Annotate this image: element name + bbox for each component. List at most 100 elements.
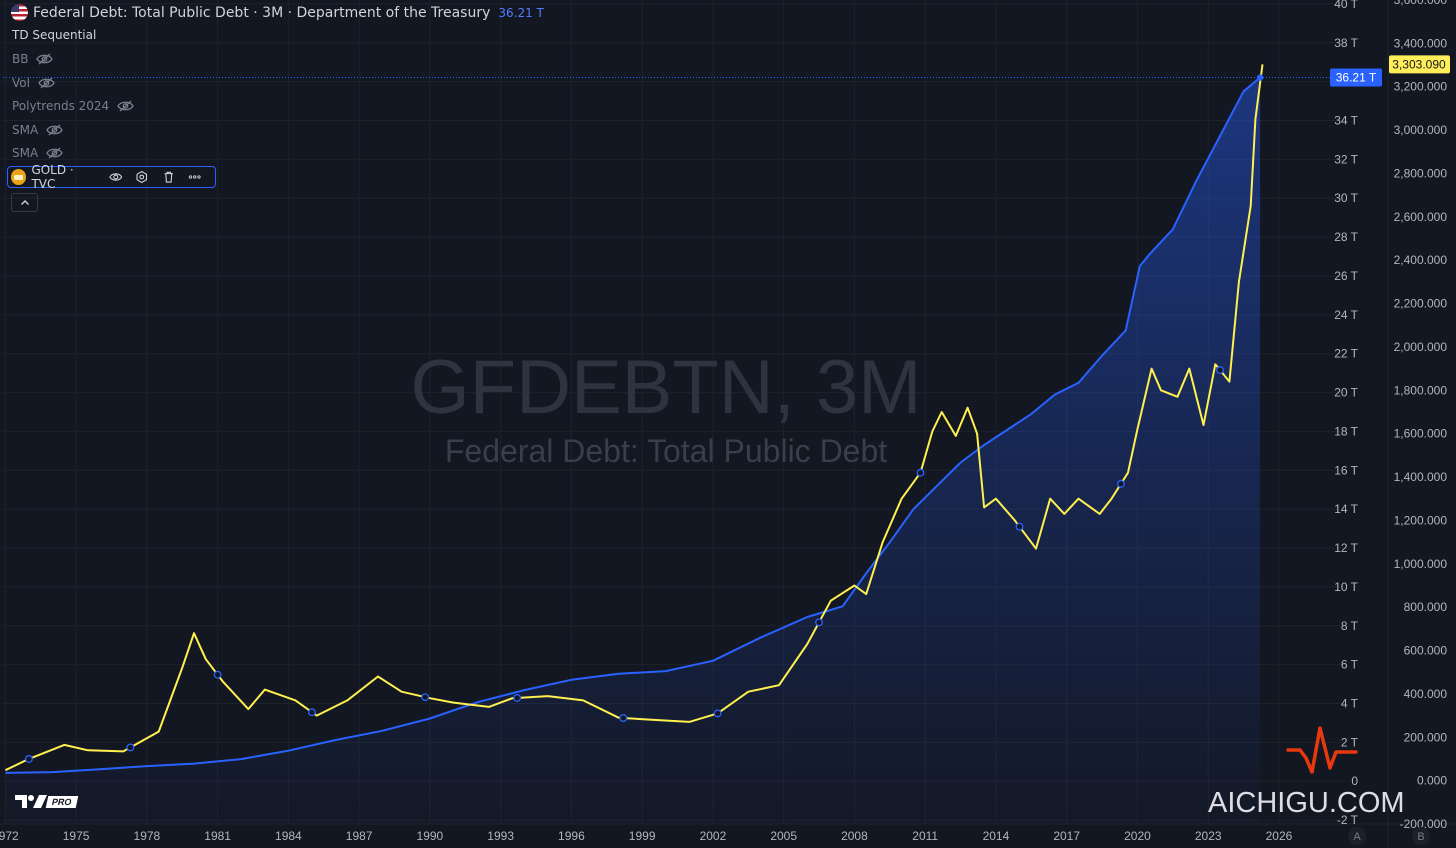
x-axis-tick-label: 2017 xyxy=(1053,829,1080,843)
indicator-label: TD Sequential xyxy=(12,28,97,42)
x-axis-tick-label: 1984 xyxy=(275,829,302,843)
collapse-legend-button[interactable] xyxy=(11,193,38,212)
indicator-sma-2[interactable]: SMA xyxy=(12,146,63,160)
left-axis-tick-label: 28 T xyxy=(1334,230,1358,244)
indicator-sma-1[interactable]: SMA xyxy=(12,123,63,137)
right-axis-tick-label: 3,200.000 xyxy=(1394,80,1448,94)
watermark-description: Federal Debt: Total Public Debt xyxy=(445,433,887,469)
td-marker-point xyxy=(815,618,823,627)
right-axis-tick-label: 2,600.000 xyxy=(1394,210,1448,224)
eye-icon[interactable] xyxy=(109,170,123,184)
right-axis-tick-label: 400.000 xyxy=(1404,687,1448,701)
left-axis-tick-label: 20 T xyxy=(1334,386,1358,400)
indicator-polytrends[interactable]: Polytrends 2024 xyxy=(12,99,134,113)
gold-price-label: 3,303.090 xyxy=(1392,57,1446,71)
gold-price-label-bg xyxy=(1389,55,1450,74)
right-axis-tick-label: 1,200.000 xyxy=(1394,513,1448,527)
right-axis-tick-label: -200.000 xyxy=(1400,817,1448,831)
tradingview-logo[interactable]: PRO xyxy=(15,794,78,809)
x-axis-tick-label: 2023 xyxy=(1195,829,1222,843)
gold-series-line[interactable] xyxy=(4,64,1264,772)
series-title: Federal Debt: Total Public Debt · 3M · D… xyxy=(33,4,491,21)
x-axis-tick-label: 2026 xyxy=(1266,829,1293,843)
td-marker-point xyxy=(126,743,135,752)
chevron-up-icon xyxy=(20,200,29,205)
trash-icon[interactable] xyxy=(162,170,176,184)
td-marker-point xyxy=(421,693,430,702)
x-axis-tick-label: 2005 xyxy=(770,829,797,843)
debt-area-fill xyxy=(5,77,1261,824)
x-axis-tick-label: 1978 xyxy=(134,829,161,843)
left-axis-tick-label: 30 T xyxy=(1334,191,1358,205)
left-axis-tick-label: 8 T xyxy=(1341,619,1359,633)
axis-button-bg[interactable] xyxy=(1348,827,1366,845)
debt-last-point xyxy=(1256,74,1264,81)
left-axis-tick-label: 16 T xyxy=(1334,463,1358,477)
right-axis-tick-label: 600.000 xyxy=(1404,644,1448,658)
left-axis-tick-label: 12 T xyxy=(1334,541,1358,555)
td-marker-point xyxy=(24,754,33,763)
td-marker-point xyxy=(713,709,722,718)
series-layer xyxy=(3,64,1330,824)
right-axis-tick-label: 800.000 xyxy=(1404,600,1448,614)
td-marker-point xyxy=(1116,479,1125,488)
x-axis-tick-label: 1993 xyxy=(487,829,514,843)
eye-hidden-icon[interactable] xyxy=(46,124,63,136)
indicator-label: SMA xyxy=(12,146,39,160)
x-axis-tick-label: 1987 xyxy=(346,829,373,843)
left-axis-tick-label: 6 T xyxy=(1341,658,1359,672)
site-watermark: AICHIGU.COM xyxy=(1208,787,1405,819)
left-axis-tick-label: 24 T xyxy=(1334,308,1358,322)
indicator-td-sequential[interactable]: TD Sequential xyxy=(12,28,96,42)
right-axis-tick-label: 1,000.000 xyxy=(1394,557,1448,571)
td-marker-point xyxy=(916,468,925,477)
indicator-label: Vol xyxy=(12,76,30,90)
debt-series-line[interactable] xyxy=(5,76,1261,774)
left-axis-tick-label: 14 T xyxy=(1334,502,1358,516)
x-axis-tick-label: 2020 xyxy=(1124,829,1151,843)
left-axis-tick-label: 0 xyxy=(1351,774,1358,788)
x-axis-tick-label: 2008 xyxy=(841,829,868,843)
debt-price-label: 36.21 T xyxy=(1336,71,1377,85)
indicator-label: BB xyxy=(12,52,29,66)
x-axis-tick-label: 1996 xyxy=(558,829,585,843)
right-axis-tick-label: 3,600.000 xyxy=(1394,0,1448,7)
eye-hidden-icon[interactable] xyxy=(46,147,63,159)
right-axis-tick-label: 200.000 xyxy=(1404,730,1448,744)
eye-hidden-icon[interactable] xyxy=(38,77,55,89)
compare-symbol-gold[interactable]: GOLD · TVC xyxy=(7,163,216,191)
right-axis-tick-label: 0.000 xyxy=(1417,774,1447,788)
eye-hidden-icon[interactable] xyxy=(36,53,54,65)
right-axis-tick-label: 3,400.000 xyxy=(1394,36,1448,50)
right-axis-tick-label: 2,000.000 xyxy=(1394,340,1448,354)
right-axis-tick-label: 1,600.000 xyxy=(1394,427,1448,441)
pro-badge: PRO xyxy=(45,795,78,808)
series-title-row[interactable]: Federal Debt: Total Public Debt · 3M · D… xyxy=(11,4,544,21)
indicator-bb[interactable]: BB xyxy=(12,52,54,66)
settings-gear-icon[interactable] xyxy=(135,170,149,184)
red-pulse-logo xyxy=(1286,726,1358,774)
eye-hidden-icon[interactable] xyxy=(117,100,134,112)
indicator-vol[interactable]: Vol xyxy=(12,76,55,90)
axis-button-a[interactable]: A xyxy=(1353,831,1361,843)
x-axis-tick-label: 1999 xyxy=(629,829,656,843)
x-axis-tick-label: 1972 xyxy=(0,829,19,843)
series-last-value: 36.21 T xyxy=(498,5,544,20)
x-axis-tick-label: 1975 xyxy=(63,829,90,843)
left-axis-tick-label: 2 T xyxy=(1341,735,1359,749)
watermark-symbol: GFDEBTN, 3M xyxy=(411,345,922,430)
last-price-labels: 36.21 T 3,303.090 xyxy=(1330,55,1450,87)
debt-price-label-bg xyxy=(1330,68,1382,87)
left-axis-tick-label: 40 T xyxy=(1334,0,1358,11)
axis-button-bg[interactable] xyxy=(1412,827,1430,845)
tradingview-logo-icon xyxy=(15,795,47,808)
right-axis-tick-label: 2,400.000 xyxy=(1394,253,1448,267)
indicator-label: Polytrends 2024 xyxy=(12,99,110,113)
more-options-icon[interactable] xyxy=(188,170,202,184)
x-axis-tick-label: 2011 xyxy=(912,829,938,843)
left-axis-tick-label: -2 T xyxy=(1337,813,1359,827)
axis-button-b[interactable]: B xyxy=(1417,831,1424,843)
left-axis-tick-label: 18 T xyxy=(1334,424,1358,438)
